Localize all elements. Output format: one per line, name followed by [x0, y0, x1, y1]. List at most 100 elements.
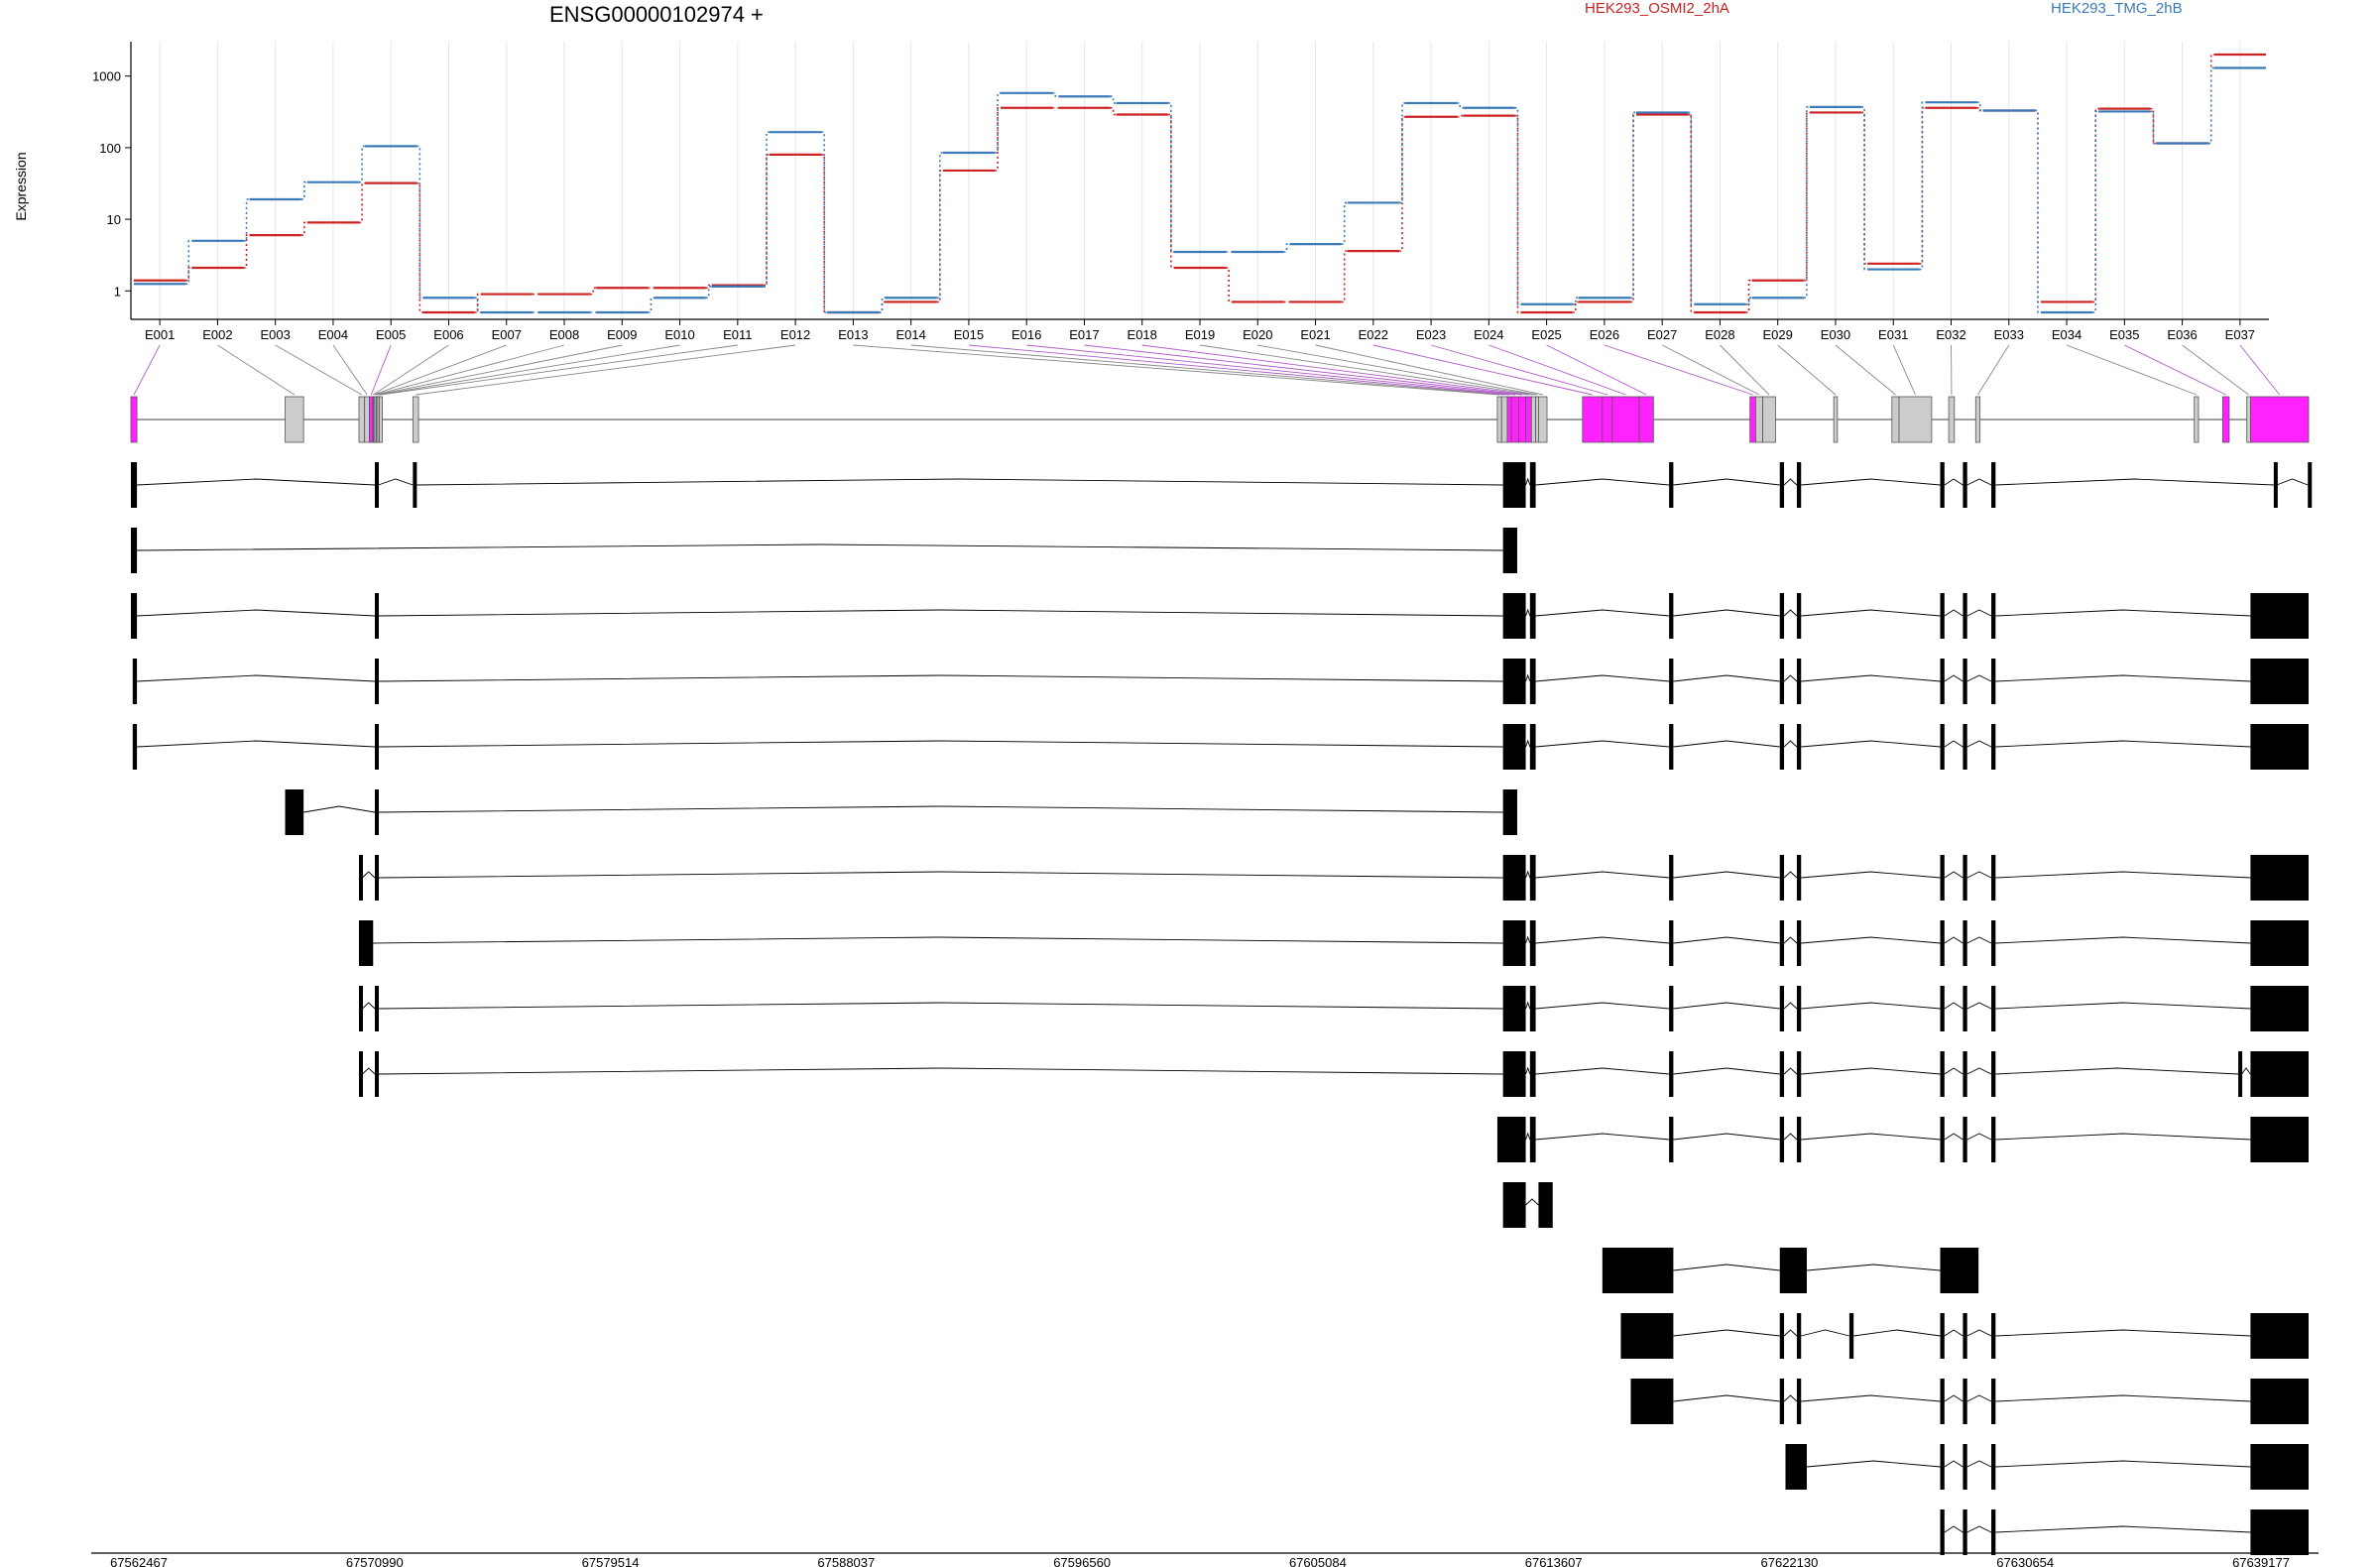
connector-E035	[2124, 344, 2226, 396]
transcript-17-intron-1	[1944, 1525, 1964, 1533]
transcript-13-exon-1	[1602, 1248, 1674, 1293]
transcript-9-exon-2	[374, 986, 379, 1031]
x-tick-label-E006: E006	[433, 327, 463, 342]
transcript-1-exon-7	[1779, 462, 1785, 508]
transcript-7-exon-2	[374, 855, 379, 901]
x-tick-label-E026: E026	[1590, 327, 1619, 342]
transcript-14-exon-8	[2250, 1313, 2309, 1359]
series-2-step-6	[474, 297, 481, 313]
connector-E027	[1661, 344, 1760, 396]
transcript-5-intron-4	[1535, 740, 1670, 748]
x-tick-label-E027: E027	[1647, 327, 1677, 342]
series-2	[134, 66, 2266, 314]
series-1-step-22	[1398, 115, 1405, 252]
transcript-11-intron-7	[1966, 1133, 1992, 1141]
transcript-15-exon-7	[2250, 1379, 2309, 1424]
connector-E028	[1720, 344, 1770, 396]
transcript-4-exon-7	[1796, 659, 1802, 704]
transcript-10-exon-13	[2273, 1051, 2278, 1097]
x-tick-label-E015: E015	[954, 327, 984, 342]
x-tick-label-E002: E002	[202, 327, 232, 342]
x-tick-label-E012: E012	[780, 327, 810, 342]
transcript-8-exon-6	[1796, 920, 1802, 966]
x-tick-label-E016: E016	[1012, 327, 1041, 342]
transcript-13-intron-1	[1673, 1264, 1780, 1271]
series-1-step-26	[1630, 113, 1637, 303]
series-2-step-18	[1167, 102, 1174, 253]
series-1-step-35	[2150, 107, 2157, 145]
transcript-7-exon-9	[1963, 855, 1967, 901]
transcript-7-intron-10	[1995, 871, 2251, 879]
gene-model-bin-E016	[1510, 396, 1519, 443]
transcript-8-exon-8	[1963, 920, 1967, 966]
legend-label-osmi: HEK293_OSMI2_2hA	[1585, 0, 1729, 17]
transcript-2-exon-2	[1502, 528, 1517, 573]
transcript-9-intron-9	[1966, 1002, 1992, 1010]
transcript-7-exon-10	[1991, 855, 1996, 901]
transcript-10-intron-10	[1995, 1067, 2239, 1075]
connector-E023	[1430, 344, 1607, 396]
transcript-8-exon-2	[1502, 920, 1526, 966]
connector-E033	[1977, 344, 2010, 396]
series-1-step-19	[1226, 267, 1233, 303]
transcript-1-exon-9	[1940, 462, 1945, 508]
transcript-15-intron-6	[1995, 1394, 2251, 1402]
connector-E009	[377, 344, 623, 396]
transcript-3-exon-11	[2250, 593, 2309, 639]
transcript-3-intron-3	[1525, 608, 1531, 617]
transcript-9-exon-1	[358, 986, 363, 1031]
transcript-4-intron-3	[1525, 673, 1531, 682]
series-2-step-4	[359, 145, 366, 183]
series-1-step-21	[1341, 250, 1348, 303]
gene-model-bin-E033	[1974, 396, 1980, 443]
transcript-row-17	[1940, 1509, 2309, 1555]
series-1-step-31	[1919, 106, 1926, 265]
transcript-14-intron-6	[1966, 1329, 1992, 1337]
transcript-11-exon-2	[1529, 1117, 1536, 1162]
transcript-1-intron-5	[1535, 478, 1670, 486]
transcript-4-intron-10	[1995, 674, 2251, 682]
transcript-row-15	[1630, 1379, 2309, 1424]
transcript-10-intron-6	[1783, 1067, 1798, 1075]
transcript-7-intron-4	[1535, 871, 1670, 879]
transcript-row-13	[1602, 1248, 1979, 1293]
connector-E001	[133, 344, 161, 396]
x-tick-label-E013: E013	[838, 327, 868, 342]
transcript-3-exon-5	[1669, 593, 1674, 639]
transcript-10-exon-5	[1669, 1051, 1674, 1097]
transcript-7-intron-8	[1944, 871, 1964, 879]
transcript-5-exon-8	[1940, 724, 1945, 770]
transcript-14-exon-7	[1991, 1313, 1996, 1359]
transcript-8-exon-1	[358, 920, 374, 966]
transcript-1-intron-12	[2276, 478, 2309, 486]
transcript-15-exon-4	[1940, 1379, 1945, 1424]
transcript-10-exon-7	[1796, 1051, 1802, 1097]
gene-model-bin-E027	[1755, 396, 1763, 443]
transcript-row-4	[132, 659, 2309, 704]
connector-E012	[416, 344, 796, 396]
transcript-1-exon-11	[1991, 462, 1996, 508]
series-2-step-31	[1919, 101, 1926, 271]
transcript-1-exon-3	[413, 462, 417, 508]
transcript-14-intron-2	[1783, 1329, 1798, 1337]
transcript-9-intron-8	[1944, 1002, 1964, 1010]
transcript-4-exon-9	[1963, 659, 1967, 704]
gene-model-bin-E019	[1530, 396, 1536, 443]
transcript-12-exon-1	[1502, 1182, 1526, 1228]
transcript-16-exon-2	[1940, 1444, 1945, 1490]
series-2-step-26	[1630, 111, 1637, 300]
x-tick-label-E028: E028	[1705, 327, 1734, 342]
transcript-10-intron-11	[2241, 1067, 2251, 1075]
transcript-1-exon-8	[1796, 462, 1802, 508]
connector-E034	[2066, 344, 2198, 396]
gene-model-bin-E036	[2246, 396, 2251, 443]
transcript-9-exon-3	[1502, 986, 1526, 1031]
series-2-step-5	[416, 145, 423, 300]
transcript-3-intron-6	[1783, 609, 1798, 617]
transcript-5-intron-3	[1525, 739, 1531, 748]
series-2-step-34	[2092, 110, 2099, 313]
series-2-step-15	[995, 92, 1002, 154]
transcript-4-exon-12	[2273, 659, 2278, 704]
transcript-15-intron-5	[1966, 1394, 1992, 1402]
transcript-models	[131, 462, 2313, 1555]
